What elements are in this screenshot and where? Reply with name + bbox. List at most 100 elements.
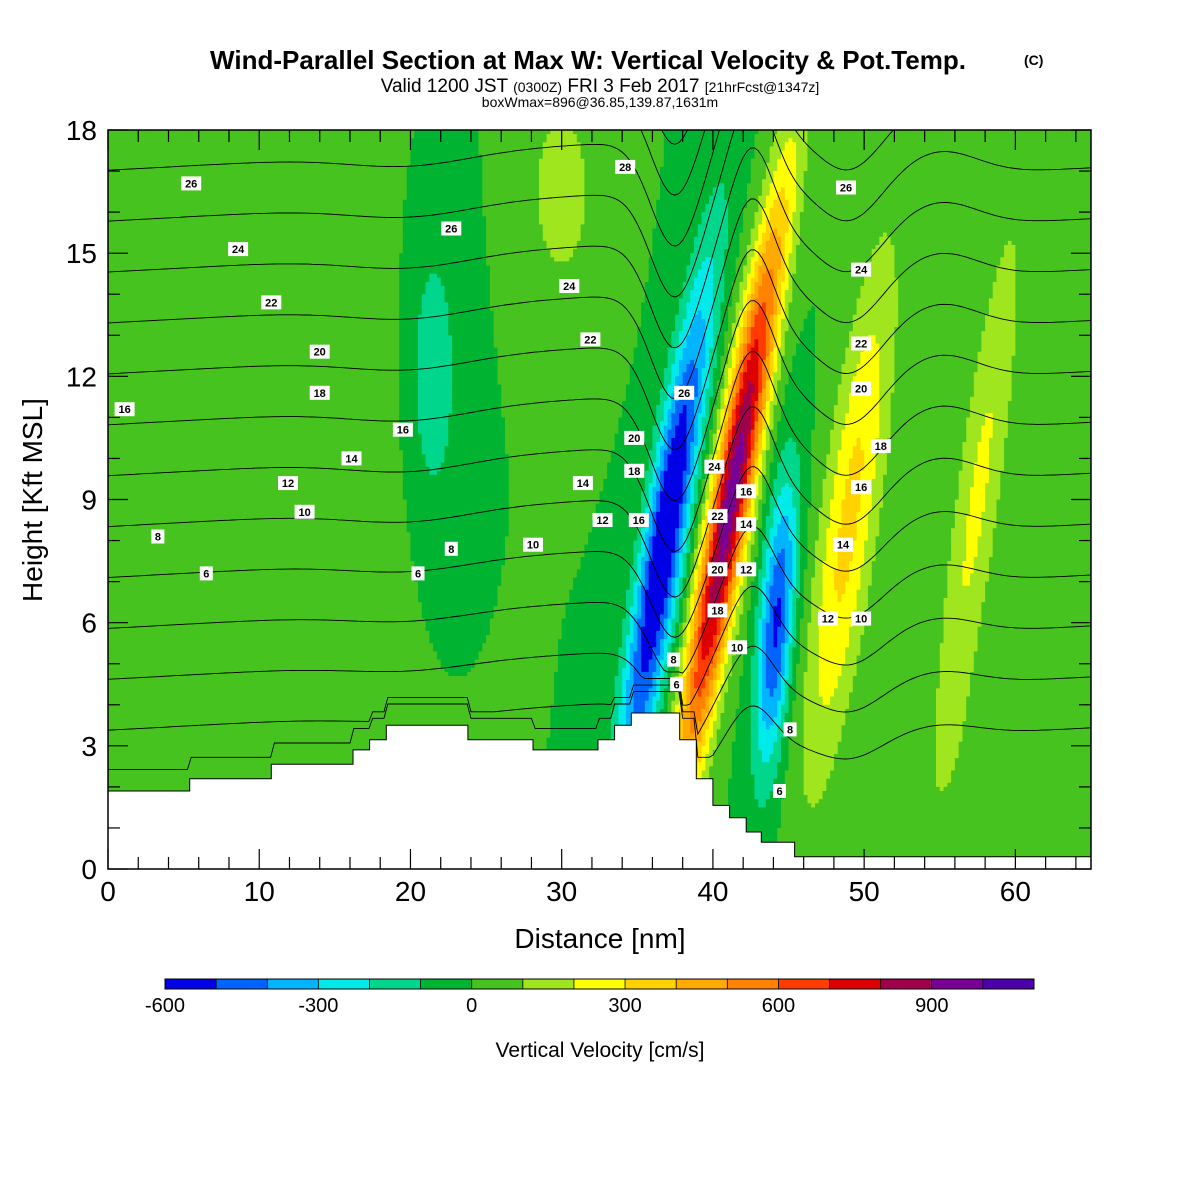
velocity-cell: [743, 208, 759, 213]
velocity-cell: [743, 396, 752, 402]
velocity-cell: [694, 618, 699, 624]
velocity-cell: [701, 717, 706, 722]
velocity-cell: [769, 343, 775, 349]
velocity-cell: [637, 327, 676, 332]
velocity-cell: [784, 626, 790, 632]
velocity-cell: [728, 540, 733, 546]
velocity-cell: [728, 437, 733, 443]
velocity-cell: [792, 548, 797, 554]
velocity-cell: [406, 507, 510, 513]
velocity-cell: [686, 306, 714, 312]
velocity-cell: [815, 540, 827, 546]
velocity-cell: [784, 191, 797, 197]
velocity-cell: [108, 610, 423, 616]
velocity-cell: [939, 684, 971, 689]
velocity-cell: [656, 421, 661, 427]
velocity-cell: [750, 704, 759, 710]
velocity-cell: [746, 253, 756, 258]
velocity-cell: [750, 281, 756, 287]
velocity-cell: [622, 700, 627, 706]
velocity-cell: [765, 314, 771, 320]
velocity-cell: [807, 524, 820, 529]
velocity-cell: [973, 651, 1091, 657]
velocity-cell: [720, 598, 725, 603]
velocity-cell: [108, 228, 404, 234]
velocity-cell: [663, 643, 669, 648]
velocity-cell: [803, 171, 1091, 176]
velocity-cell: [799, 495, 812, 501]
velocity-cell: [667, 442, 672, 447]
velocity-cell: [678, 725, 684, 731]
velocity-cell: [890, 425, 967, 431]
velocity-cell: [724, 581, 729, 587]
velocity-cell: [939, 667, 975, 673]
velocity-cell: [694, 610, 699, 616]
velocity-cell: [754, 524, 763, 529]
velocity-cell: [705, 409, 710, 414]
velocity-cell: [678, 667, 684, 673]
velocity-cell: [966, 536, 979, 542]
velocity-cell: [777, 310, 782, 316]
velocity-cell: [777, 290, 782, 295]
velocity-cell: [837, 552, 854, 558]
velocity-cell: [402, 478, 510, 484]
velocity-cell: [709, 359, 718, 365]
velocity-cell: [429, 273, 438, 279]
velocity-cell: [792, 294, 861, 299]
velocity-cell: [894, 327, 986, 332]
velocity-cell: [731, 474, 740, 480]
velocity-cell: [399, 392, 419, 398]
velocity-cell: [792, 240, 801, 246]
velocity-cell: [478, 138, 548, 143]
velocity-cell: [108, 249, 404, 254]
velocity-cell: [671, 331, 680, 336]
velocity-cell: [712, 676, 718, 681]
velocity-cell: [739, 253, 748, 258]
velocity-cell: [724, 290, 733, 295]
velocity-cell: [656, 208, 706, 213]
velocity-cell: [720, 417, 725, 423]
velocity-cell: [573, 581, 631, 587]
velocity-cell: [410, 540, 506, 546]
velocity-cell: [652, 442, 657, 447]
velocity-cell: [712, 339, 718, 345]
velocity-cell: [758, 630, 763, 636]
velocity-cell: [818, 680, 839, 685]
velocity-cell: [841, 667, 858, 673]
velocity-cell: [697, 503, 703, 509]
velocity-cell: [580, 232, 654, 238]
velocity-cell: [682, 524, 688, 529]
velocity-cell: [750, 162, 767, 168]
velocity-cell: [690, 577, 695, 583]
velocity-cell: [482, 183, 540, 189]
velocity-cell: [486, 261, 650, 267]
velocity-cell: [777, 630, 786, 636]
velocity-cell: [724, 663, 733, 669]
velocity-cell: [724, 491, 729, 496]
velocity-cell: [705, 400, 710, 406]
velocity-cell: [436, 655, 480, 661]
velocity-cell: [750, 684, 759, 689]
velocity-cell: [712, 651, 718, 657]
velocity-cell: [762, 708, 778, 714]
velocity-cell: [780, 458, 801, 464]
velocity-cell: [652, 244, 695, 250]
velocity-cell: [686, 462, 691, 468]
velocity-cell: [773, 606, 782, 611]
velocity-cell: [845, 425, 880, 431]
velocity-cell: [421, 602, 499, 607]
velocity-cell: [716, 676, 722, 681]
velocity-cell: [716, 548, 722, 554]
velocity-cell: [629, 663, 635, 669]
velocity-cell: [720, 524, 733, 529]
velocity-cell: [709, 442, 714, 447]
velocity-cell: [769, 499, 778, 505]
velocity-cell: [750, 318, 756, 324]
velocity-cell: [849, 561, 865, 566]
velocity-cell: [663, 598, 669, 603]
velocity-cell: [735, 454, 744, 460]
velocity-cell: [962, 569, 975, 574]
velocity-cell: [773, 573, 786, 579]
velocity-cell: [720, 388, 725, 394]
velocity-cell: [765, 396, 771, 402]
